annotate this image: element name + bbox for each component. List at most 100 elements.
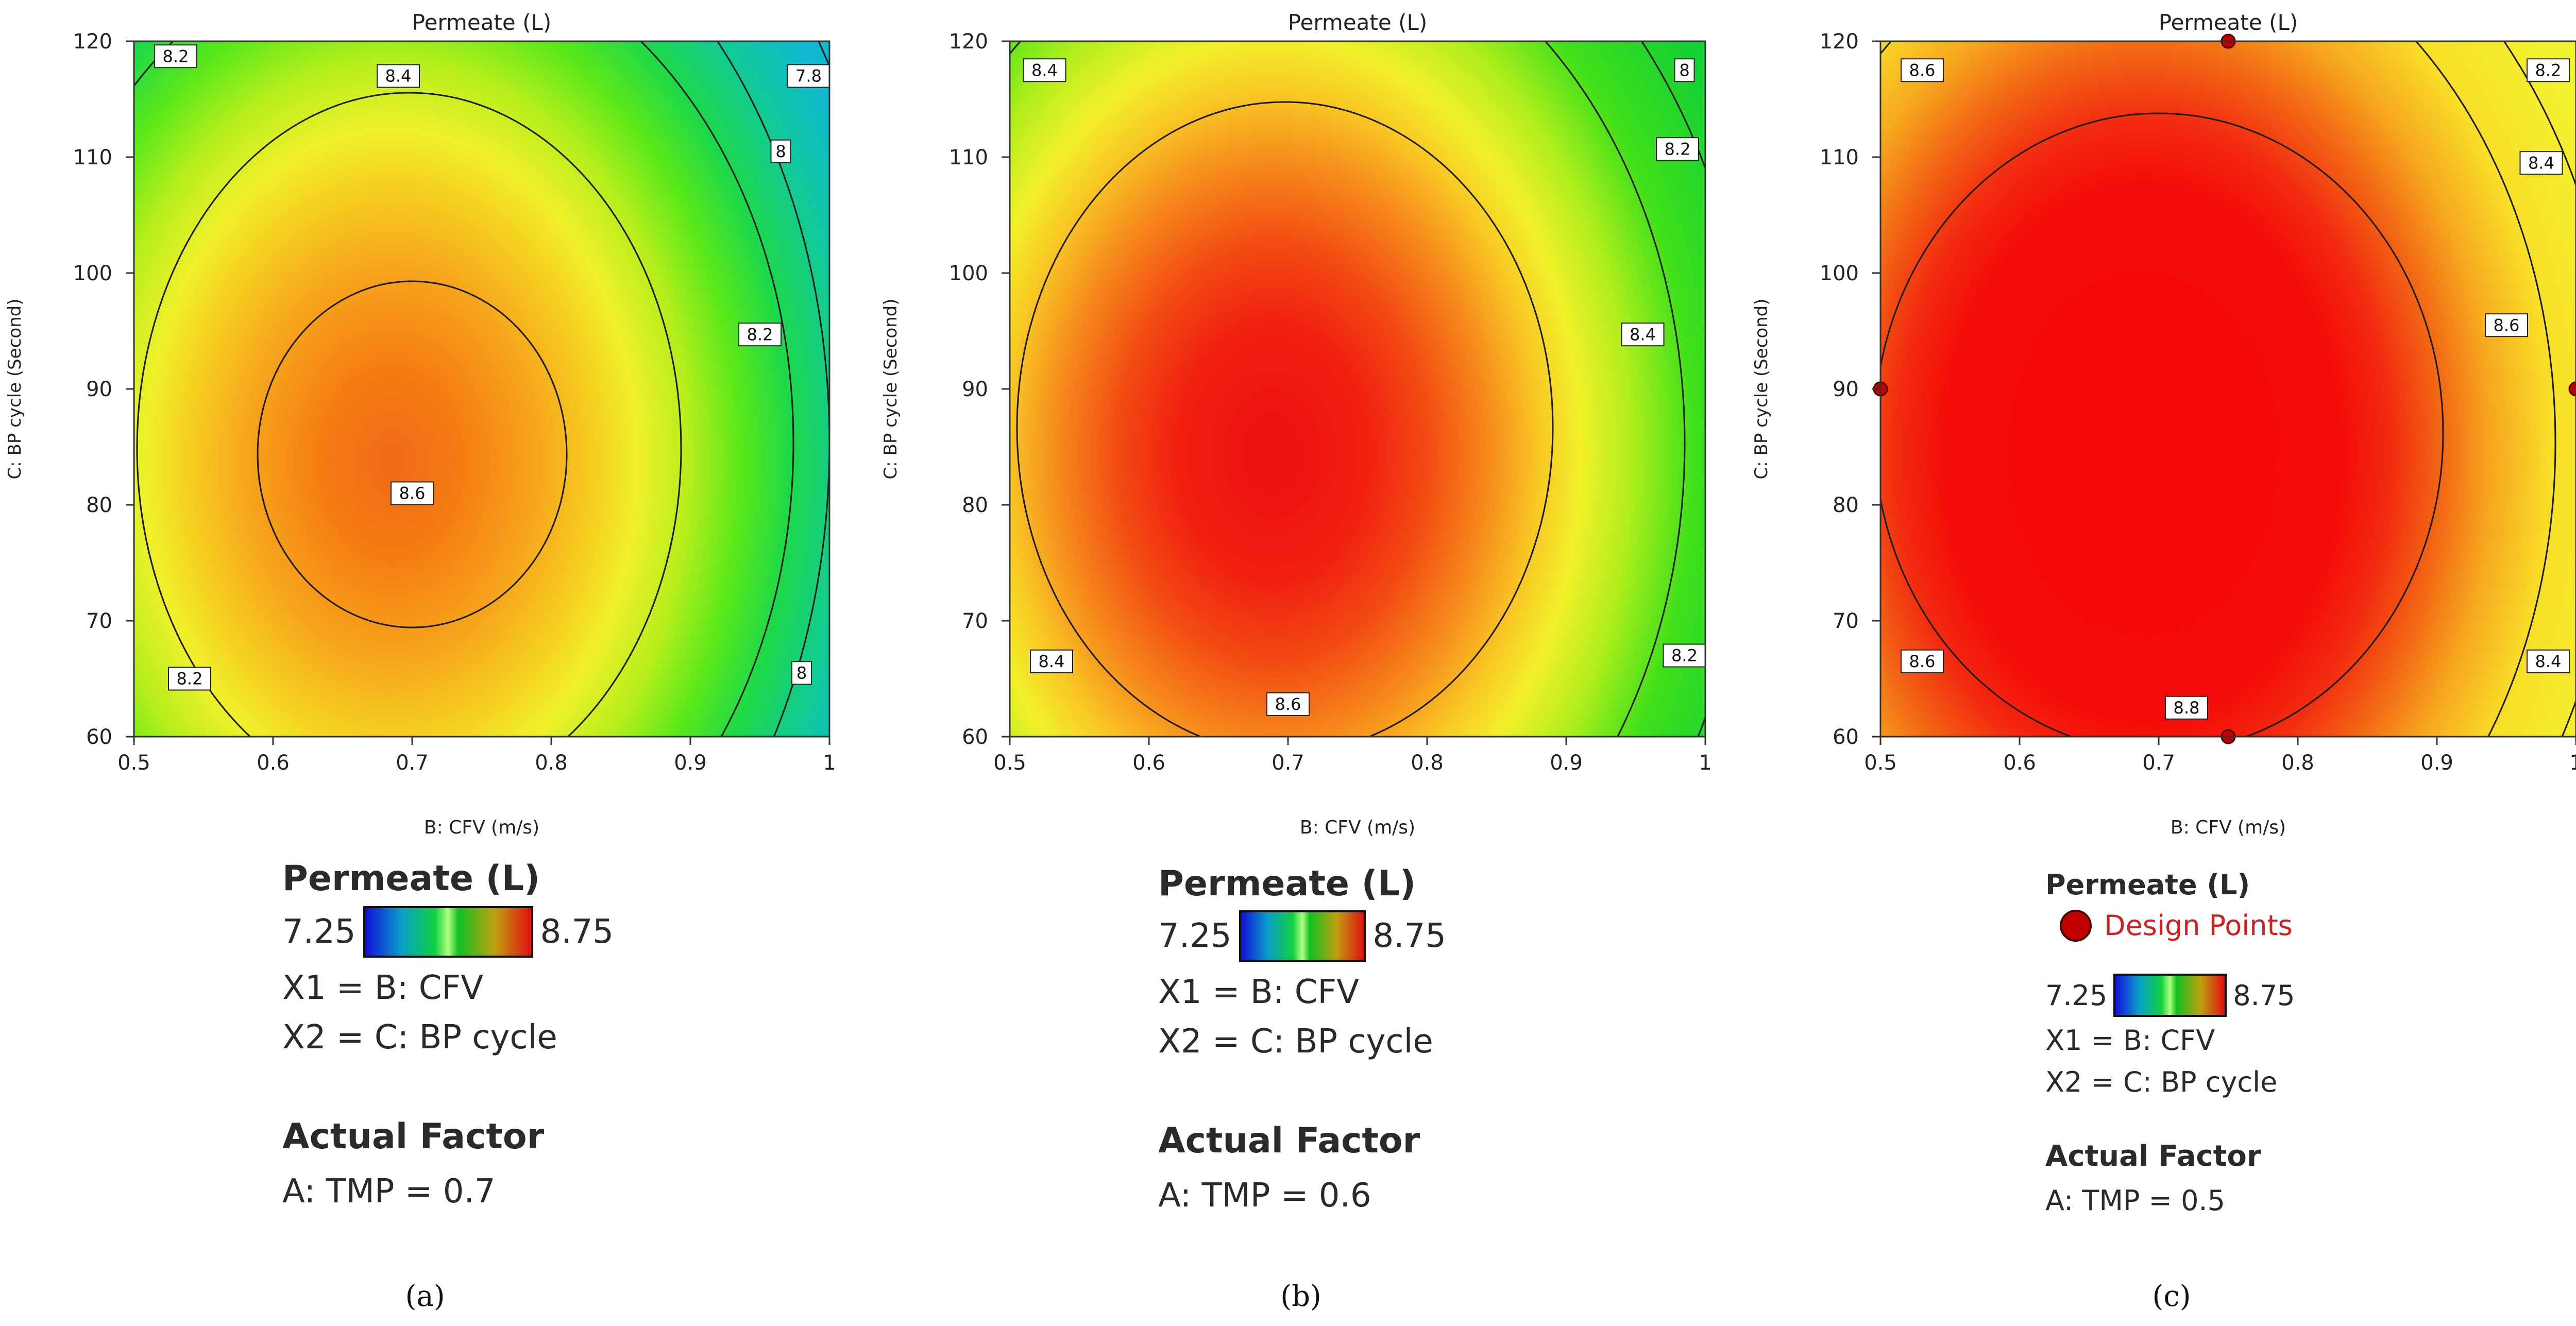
x-axis-label: B: CFV (m/s)	[424, 817, 539, 838]
x-tick-label: 0.6	[1132, 751, 1165, 775]
contour-label: 8.6	[1909, 60, 1936, 80]
actual-factor-title: Actual Factor	[2045, 1140, 2261, 1173]
plot-frame	[133, 40, 831, 738]
x2-factor: X2 = C: BP cycle	[2045, 1066, 2278, 1098]
actual-factor-value: A: TMP = 0.7	[282, 1172, 496, 1211]
y-tick-label: 80	[1833, 494, 1859, 517]
y-tick-label: 80	[86, 494, 112, 517]
legend: Permeate (L) 7.25 8.75 X1 = B: CFV X2 = …	[1158, 863, 1446, 1215]
y-tick-label: 70	[86, 609, 112, 633]
contour-label-box	[791, 661, 812, 685]
y-tick-label: 70	[962, 609, 988, 633]
contour-panel-b: 8.6 8.4 8.4 8.4 8.2 8.2 8 0.5 0.6 0.7 0.8 0.9 1 60 7…	[876, 0, 1741, 1326]
contour-label-box	[787, 64, 831, 88]
x-tick-label: 0.7	[2142, 751, 2175, 775]
x-tick-label: 0.9	[1550, 751, 1583, 775]
y-tick-label: 100	[73, 262, 112, 285]
contour-label: 8.4	[2528, 153, 2554, 173]
actual-factor-value: A: TMP = 0.6	[1158, 1177, 1371, 1215]
contour-label-box	[1656, 137, 1699, 161]
x-tick-label: 0.8	[535, 751, 568, 775]
y-tick-label: 60	[86, 725, 112, 749]
contour-line	[257, 280, 568, 628]
actual-factor-title: Actual Factor	[282, 1116, 545, 1157]
contour-label-box	[1023, 58, 1066, 82]
legend-title: Permeate (L)	[1158, 863, 1416, 904]
x-tick-label: 0.5	[117, 751, 150, 775]
contour-label-box	[1674, 58, 1695, 82]
panel-caption: (a)	[405, 1280, 445, 1313]
plot-frame	[1879, 40, 2576, 738]
panel-caption: (b)	[1280, 1280, 1321, 1313]
y-ticks: 60 70 80 90 100 110 120	[1820, 30, 1880, 749]
scale-min: 7.25	[1158, 917, 1232, 955]
color-scale-bar	[363, 906, 533, 958]
legend-title: Permeate (L)	[282, 858, 540, 899]
contour-label-box	[738, 322, 782, 347]
y-tick-label: 110	[1820, 146, 1859, 169]
x2-factor: X2 = C: BP cycle	[1158, 1023, 1433, 1061]
y-tick-label: 60	[962, 725, 988, 749]
plot-area	[134, 41, 829, 737]
design-point	[2568, 381, 2576, 397]
contour-label: 8.2	[747, 325, 773, 344]
x-axis-label: B: CFV (m/s)	[2171, 817, 2286, 838]
contour-label-box	[1901, 58, 1944, 82]
contour-label-box	[154, 44, 197, 69]
design-points-label: Design Points	[2104, 909, 2293, 942]
contour-label: 8.2	[1665, 139, 1691, 159]
x-tick-label: 1	[2569, 751, 2576, 775]
contour-line	[1880, 112, 2444, 737]
contour-label-box	[1266, 692, 1310, 716]
contour-label: 8.6	[2494, 315, 2520, 335]
x-ticks: 0.5 0.6 0.7 0.8 0.9 1	[1864, 737, 2576, 775]
x-ticks: 0.5 0.6 0.7 0.8 0.9 1	[993, 737, 1712, 775]
y-tick-label: 110	[949, 146, 988, 169]
x-tick-label: 0.9	[2420, 751, 2453, 775]
x-tick-label: 0.8	[2281, 751, 2314, 775]
chart-title: Permeate (L)	[1288, 10, 1428, 35]
contour-plot-a: 8.6 8.4 8.2 8.2 8.2 8 8 7.8 0.5 0.6 0.7 0.8 0.9 1 60…	[5, 10, 836, 838]
design-points-legend: Design Points	[2060, 909, 2295, 942]
contour-label: 8	[796, 663, 807, 683]
legend: Permeate (L) Design Points 7.25 8.75 X1 …	[2045, 869, 2295, 1217]
contour-line	[1880, 41, 2556, 737]
contour-label: 8.2	[177, 669, 203, 689]
x1-factor: X1 = B: CFV	[2045, 1024, 2215, 1057]
y-tick-label: 120	[1820, 30, 1859, 54]
contour-label-box	[1663, 643, 1706, 668]
contour-labels: 8.6 8.4 8.4 8.4 8.2 8.2 8	[1023, 58, 1706, 716]
y-ticks: 60 70 80 90 100 110 120	[949, 30, 1010, 749]
contour-label: 8.4	[385, 66, 412, 86]
contour-label: 8.4	[1630, 325, 1656, 344]
color-scale: 7.25 8.75	[1158, 910, 1446, 962]
contour-label: 8.4	[2535, 652, 2562, 671]
plot-frame	[1009, 40, 1706, 738]
contour-label-box	[2527, 649, 2570, 673]
color-scale: 7.25 8.75	[2045, 974, 2295, 1017]
y-tick-label: 120	[949, 30, 988, 54]
y-tick-label: 100	[949, 262, 988, 285]
y-tick-label: 90	[962, 378, 988, 401]
x-tick-label: 0.8	[1411, 751, 1444, 775]
chart-title: Permeate (L)	[2159, 10, 2298, 35]
y-tick-label: 120	[73, 30, 112, 54]
contour-label: 8.4	[1031, 60, 1058, 80]
y-ticks: 60 70 80 90 100 110 120	[73, 30, 134, 749]
contour-label: 8.8	[2174, 698, 2200, 718]
contour-plot-b: 8.6 8.4 8.4 8.4 8.2 8.2 8 0.5 0.6 0.7 0.8 0.9 1 60 7…	[880, 10, 1712, 838]
plot-area	[1010, 41, 1705, 737]
y-tick-label: 90	[1833, 378, 1859, 401]
x-tick-label: 1	[823, 751, 836, 775]
contour-label-box	[2165, 695, 2208, 720]
contour-plot-c: 8.8 8.6 8.6 8.6 8.4 8.4 8.2 0.5 0.6 0.7 0.8 0.9 1 6…	[1751, 10, 2576, 838]
contour-labels: 8.6 8.4 8.2 8.2 8.2 8 8 7.8	[154, 44, 831, 691]
contour-label-box	[2485, 313, 2528, 337]
x-tick-label: 0.9	[674, 751, 707, 775]
contour-label: 8.2	[163, 46, 189, 66]
scale-min: 7.25	[282, 913, 356, 951]
contour-label-box	[2527, 58, 2570, 82]
x1-factor: X1 = B: CFV	[282, 969, 483, 1007]
x-tick-label: 0.6	[257, 751, 290, 775]
y-tick-label: 90	[86, 378, 112, 401]
